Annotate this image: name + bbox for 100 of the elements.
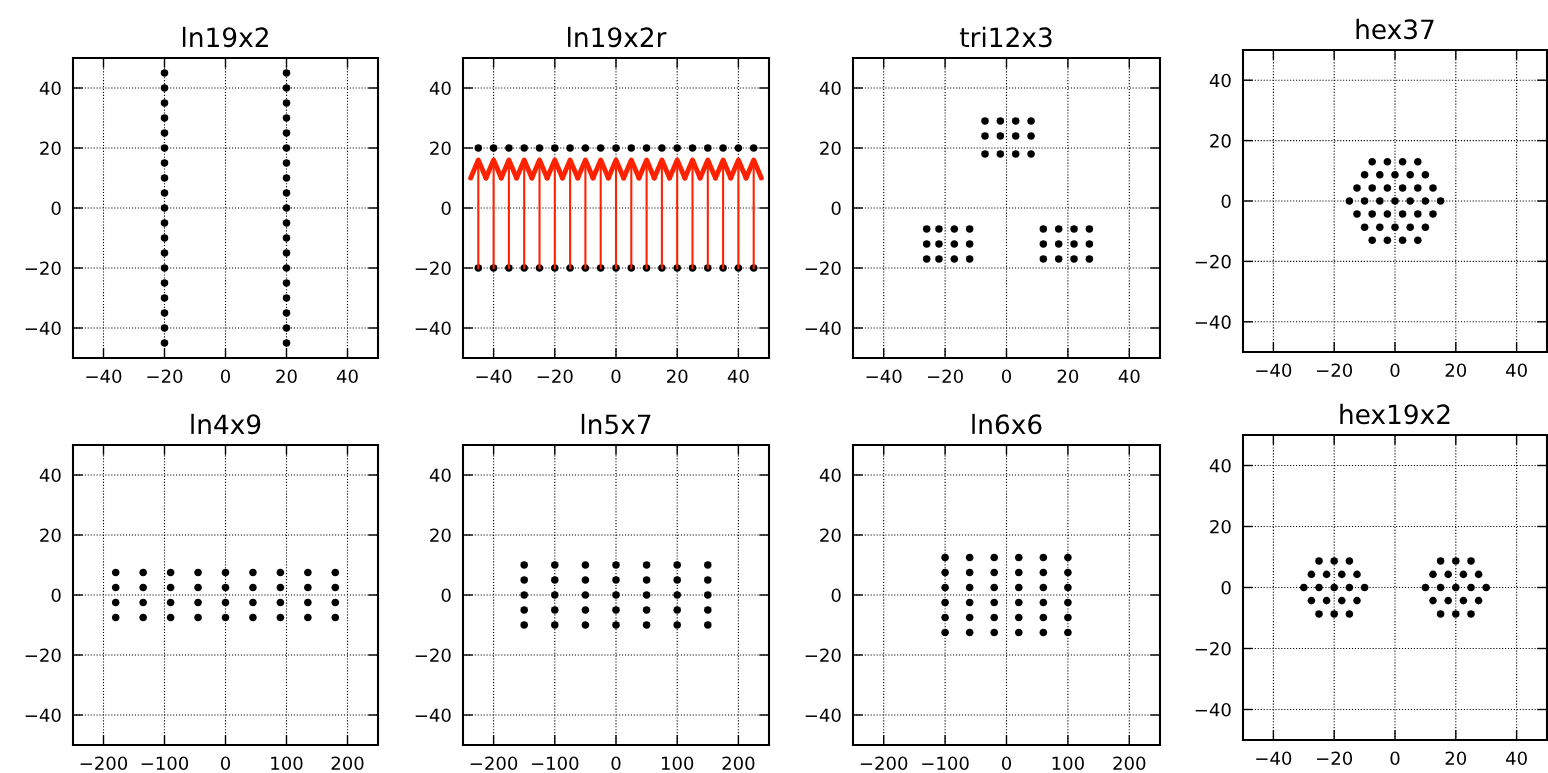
x-tick-label: 0 — [1001, 756, 1012, 771]
point — [1054, 255, 1063, 263]
point — [160, 339, 169, 347]
point — [160, 84, 169, 92]
point — [282, 189, 291, 197]
point — [673, 606, 681, 614]
point — [160, 294, 169, 302]
point — [1474, 570, 1483, 579]
y-tick-label: 40 — [39, 81, 61, 96]
y-tick-label: −20 — [805, 261, 841, 276]
point — [282, 159, 291, 167]
point — [673, 591, 681, 599]
x-tick-label: −20 — [1317, 751, 1353, 766]
point — [1436, 557, 1445, 565]
point — [941, 628, 949, 637]
point — [1014, 613, 1023, 622]
point — [160, 309, 169, 317]
y-tick-label: −20 — [805, 648, 841, 663]
point — [1039, 613, 1048, 622]
chart-title: tri12x3 — [959, 26, 1052, 48]
point — [1039, 568, 1048, 577]
point — [1064, 613, 1072, 622]
point — [1398, 184, 1407, 192]
point — [194, 598, 202, 607]
point — [1421, 197, 1430, 205]
point — [166, 583, 175, 592]
point — [990, 553, 999, 562]
point — [1376, 170, 1384, 179]
point — [941, 553, 949, 562]
point — [166, 568, 175, 577]
point — [249, 613, 257, 622]
point — [1398, 236, 1407, 245]
x-tick-label: 20 — [667, 369, 688, 384]
point — [1436, 197, 1445, 205]
point — [922, 240, 931, 248]
point — [1039, 628, 1048, 637]
point — [996, 117, 1005, 125]
x-tick-label: 40 — [1118, 369, 1140, 384]
point — [1338, 570, 1346, 579]
point — [1014, 598, 1023, 607]
point — [520, 576, 528, 584]
point — [304, 613, 312, 622]
point — [981, 132, 989, 140]
point — [1444, 596, 1452, 605]
point — [282, 99, 291, 107]
point — [1383, 157, 1392, 166]
point — [1330, 557, 1338, 565]
point — [1345, 583, 1354, 592]
x-tick-label: 40 — [1506, 363, 1527, 378]
point — [249, 583, 257, 592]
point — [276, 613, 285, 622]
point — [1414, 210, 1422, 218]
point — [981, 117, 989, 125]
point — [1307, 570, 1316, 579]
point — [1414, 157, 1422, 166]
point — [642, 591, 651, 599]
point — [1459, 570, 1468, 579]
y-tick-label: 0 — [441, 588, 451, 603]
point — [282, 279, 291, 287]
point — [551, 621, 559, 629]
chart-title: ln5x7 — [581, 413, 651, 435]
point — [990, 613, 999, 622]
point — [520, 591, 528, 599]
point — [276, 583, 285, 592]
point — [581, 606, 590, 614]
point — [990, 598, 999, 607]
x-tick-label: −40 — [476, 369, 512, 384]
point — [111, 598, 120, 607]
point — [1353, 596, 1361, 605]
point — [922, 225, 931, 233]
y-tick-label: 40 — [429, 81, 451, 96]
point — [935, 255, 943, 263]
x-tick-label: −200 — [860, 756, 908, 771]
point — [194, 613, 202, 622]
point — [1054, 240, 1063, 248]
point — [1064, 628, 1072, 637]
y-tick-label: 20 — [40, 528, 61, 543]
point — [1345, 557, 1354, 565]
y-tick-label: 40 — [819, 468, 841, 483]
point — [1398, 210, 1407, 218]
point — [1039, 225, 1048, 233]
point — [551, 561, 559, 569]
point — [612, 561, 620, 569]
point — [704, 561, 712, 569]
point — [1027, 132, 1035, 140]
point — [304, 568, 312, 577]
point — [160, 69, 169, 77]
point — [1064, 568, 1072, 577]
x-tick-label: −200 — [470, 756, 518, 771]
point — [282, 129, 291, 137]
point — [965, 568, 974, 577]
x-tick-label: 40 — [336, 369, 358, 384]
point — [1421, 583, 1430, 592]
point — [1467, 583, 1475, 592]
x-tick-label: −20 — [1317, 363, 1353, 378]
point — [282, 174, 291, 182]
point — [160, 99, 169, 107]
point — [160, 249, 169, 257]
point — [1070, 255, 1078, 263]
point — [139, 613, 147, 622]
